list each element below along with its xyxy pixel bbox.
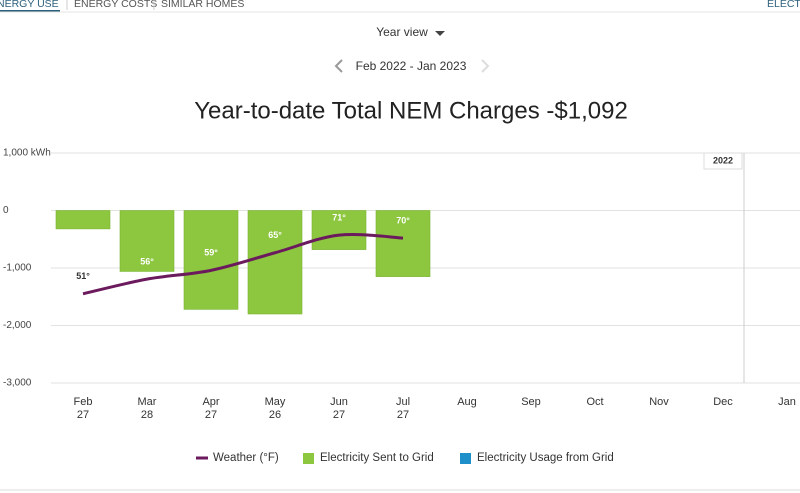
tab-underline <box>0 10 60 12</box>
dropdown-arrow[interactable] <box>435 31 445 36</box>
legend-swatch <box>303 453 314 464</box>
y-tick-label: -3,000 <box>3 378 32 389</box>
x-tick-day: 27 <box>77 409 89 421</box>
x-tick-label: Apr <box>202 396 219 408</box>
tab-similar-homes[interactable]: SIMILAR HOMES <box>161 0 244 10</box>
weather-label: 56° <box>140 257 154 267</box>
weather-label: 71° <box>332 213 346 223</box>
chart-title: Year-to-date Total NEM Charges -$1,092 <box>194 97 628 124</box>
legend-label: Weather (°F) <box>213 452 279 464</box>
bar <box>183 210 239 310</box>
bar <box>55 210 111 230</box>
next-arrow[interactable] <box>481 59 490 73</box>
x-tick-label: Dec <box>713 396 733 408</box>
date-range: Feb 2022 - Jan 2023 <box>356 59 467 73</box>
x-tick-label: Oct <box>586 396 603 408</box>
y-tick-label: 1,000 kWh <box>3 148 51 159</box>
prev-arrow[interactable] <box>334 59 343 73</box>
x-tick-label: Jan <box>778 396 796 408</box>
x-tick-label: Feb <box>74 396 93 408</box>
x-tick-label: Jun <box>330 396 348 408</box>
year-box <box>703 152 743 170</box>
legend-label: Electricity Sent to Grid <box>320 452 434 464</box>
view-selector[interactable]: Year view <box>376 25 428 39</box>
tab-electric[interactable]: ELECTRIC <box>767 0 800 10</box>
x-tick-label: Mar <box>138 396 157 408</box>
weather-label: 59° <box>204 248 218 258</box>
y-tick-label: 0 <box>3 205 9 216</box>
legend-swatch <box>460 453 471 464</box>
weather-label: 65° <box>268 230 282 240</box>
tab-energy-costs[interactable]: ENERGY COSTS <box>74 0 157 10</box>
weather-label: 70° <box>396 215 410 225</box>
x-tick-day: 27 <box>333 409 345 421</box>
y-tick-label: -1,000 <box>3 263 32 274</box>
bar <box>247 210 303 315</box>
year-label: 2022 <box>713 155 733 165</box>
x-tick-label: Aug <box>457 396 477 408</box>
y-tick-label: -2,000 <box>3 320 32 331</box>
legend-label: Electricity Usage from Grid <box>477 452 614 464</box>
x-tick-label: Nov <box>649 396 669 408</box>
x-tick-label: Sep <box>521 396 541 408</box>
weather-label: 51° <box>76 271 90 281</box>
x-tick-day: 26 <box>269 409 281 421</box>
tab-energy-use[interactable]: ENERGY USE <box>0 0 59 10</box>
weather-line <box>82 232 404 296</box>
x-tick-label: Jul <box>396 396 410 408</box>
x-tick-day: 28 <box>141 409 153 421</box>
bar <box>119 210 175 272</box>
x-tick-day: 27 <box>205 409 217 421</box>
x-tick-label: May <box>265 396 286 408</box>
x-tick-day: 27 <box>397 409 409 421</box>
bar <box>375 210 431 277</box>
bar <box>311 210 367 250</box>
